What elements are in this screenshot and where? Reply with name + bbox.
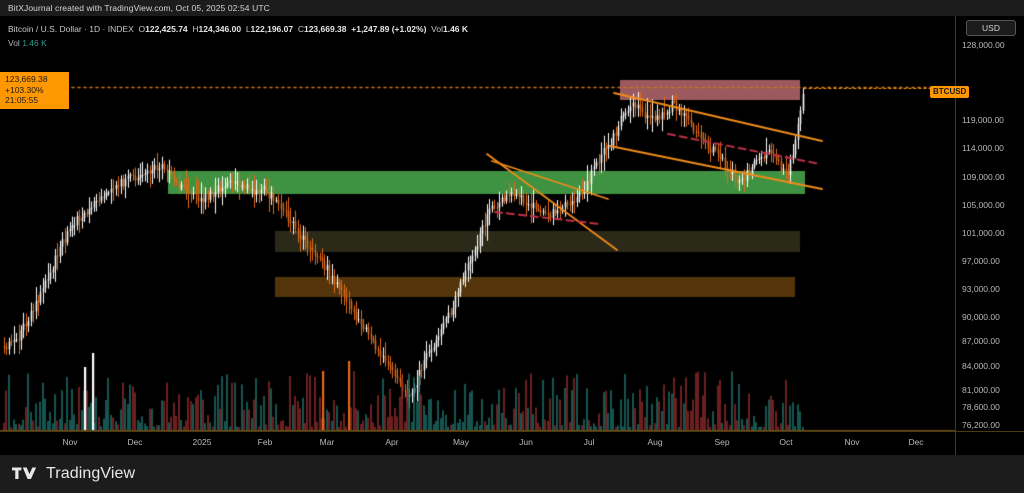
price-tick: 87,000.00 bbox=[962, 336, 1000, 346]
price-tick: 128,000.00 bbox=[962, 40, 1005, 50]
chart-area[interactable]: Bitcoin / U.S. Dollar · 1D · INDEX O122,… bbox=[0, 16, 1024, 455]
price-tick: 105,000.00 bbox=[962, 200, 1005, 210]
attribution-text: BitXJournal created with TradingView.com… bbox=[0, 0, 1024, 16]
time-tick: Jun bbox=[519, 437, 533, 447]
time-tick: 2025 bbox=[192, 437, 212, 447]
symbol-price-tag: BTCUSD bbox=[930, 86, 970, 98]
price-tick: 119,000.00 bbox=[962, 115, 1004, 125]
time-tick: Nov bbox=[844, 437, 860, 447]
axis-corner bbox=[955, 431, 1024, 455]
time-tick: Dec bbox=[908, 437, 924, 447]
price-tick: 90,000.00 bbox=[962, 312, 1000, 322]
time-tick: Oct bbox=[779, 437, 793, 447]
currency-button[interactable]: USD bbox=[966, 20, 1016, 36]
price-tick: 81,000.00 bbox=[962, 385, 1000, 395]
time-tick: Mar bbox=[319, 437, 335, 447]
time-tick: Sep bbox=[714, 437, 730, 447]
time-axis[interactable]: Nov Dec 2025 Feb Mar Apr May Jun Jul Aug Sep Oct Nov… bbox=[0, 431, 955, 455]
current-price-value: 123,669.38 bbox=[5, 74, 48, 84]
price-tick: 97,000.00 bbox=[962, 256, 1000, 266]
time-tick: May bbox=[452, 437, 470, 447]
price-axis[interactable]: USD 128,000.00 119,000.00 114,000.00 109,00… bbox=[955, 16, 1024, 447]
time-tick: Feb bbox=[257, 437, 273, 447]
price-tick: 109,000.00 bbox=[962, 172, 1005, 182]
price-tick: 84,000.00 bbox=[962, 361, 1000, 371]
time-tick: Apr bbox=[385, 437, 399, 447]
price-tick: 76,200.00 bbox=[962, 420, 1000, 430]
time-tick: Dec bbox=[127, 437, 143, 447]
candlestick-canvas bbox=[0, 16, 955, 431]
current-price-percent: +103.30% bbox=[5, 84, 44, 95]
price-tick: 93,000.00 bbox=[962, 284, 1000, 294]
price-plot[interactable] bbox=[0, 16, 955, 431]
time-tick: Jul bbox=[583, 437, 595, 447]
bar-countdown: 21:05:55 bbox=[5, 95, 39, 105]
tradingview-brand-text: TradingView bbox=[46, 465, 136, 482]
price-tick: 78,600.00 bbox=[962, 402, 1000, 412]
time-tick: Nov bbox=[62, 437, 78, 447]
current-price-badge: 123,669.38 +103.30% 21:05:55 bbox=[0, 72, 69, 109]
footer-bar: TradingView bbox=[0, 455, 1024, 493]
time-tick: Aug bbox=[647, 437, 663, 447]
tradingview-logo-icon bbox=[12, 466, 38, 482]
price-tick: 114,000.00 bbox=[962, 143, 1004, 153]
price-tick: 101,000.00 bbox=[962, 228, 1005, 238]
